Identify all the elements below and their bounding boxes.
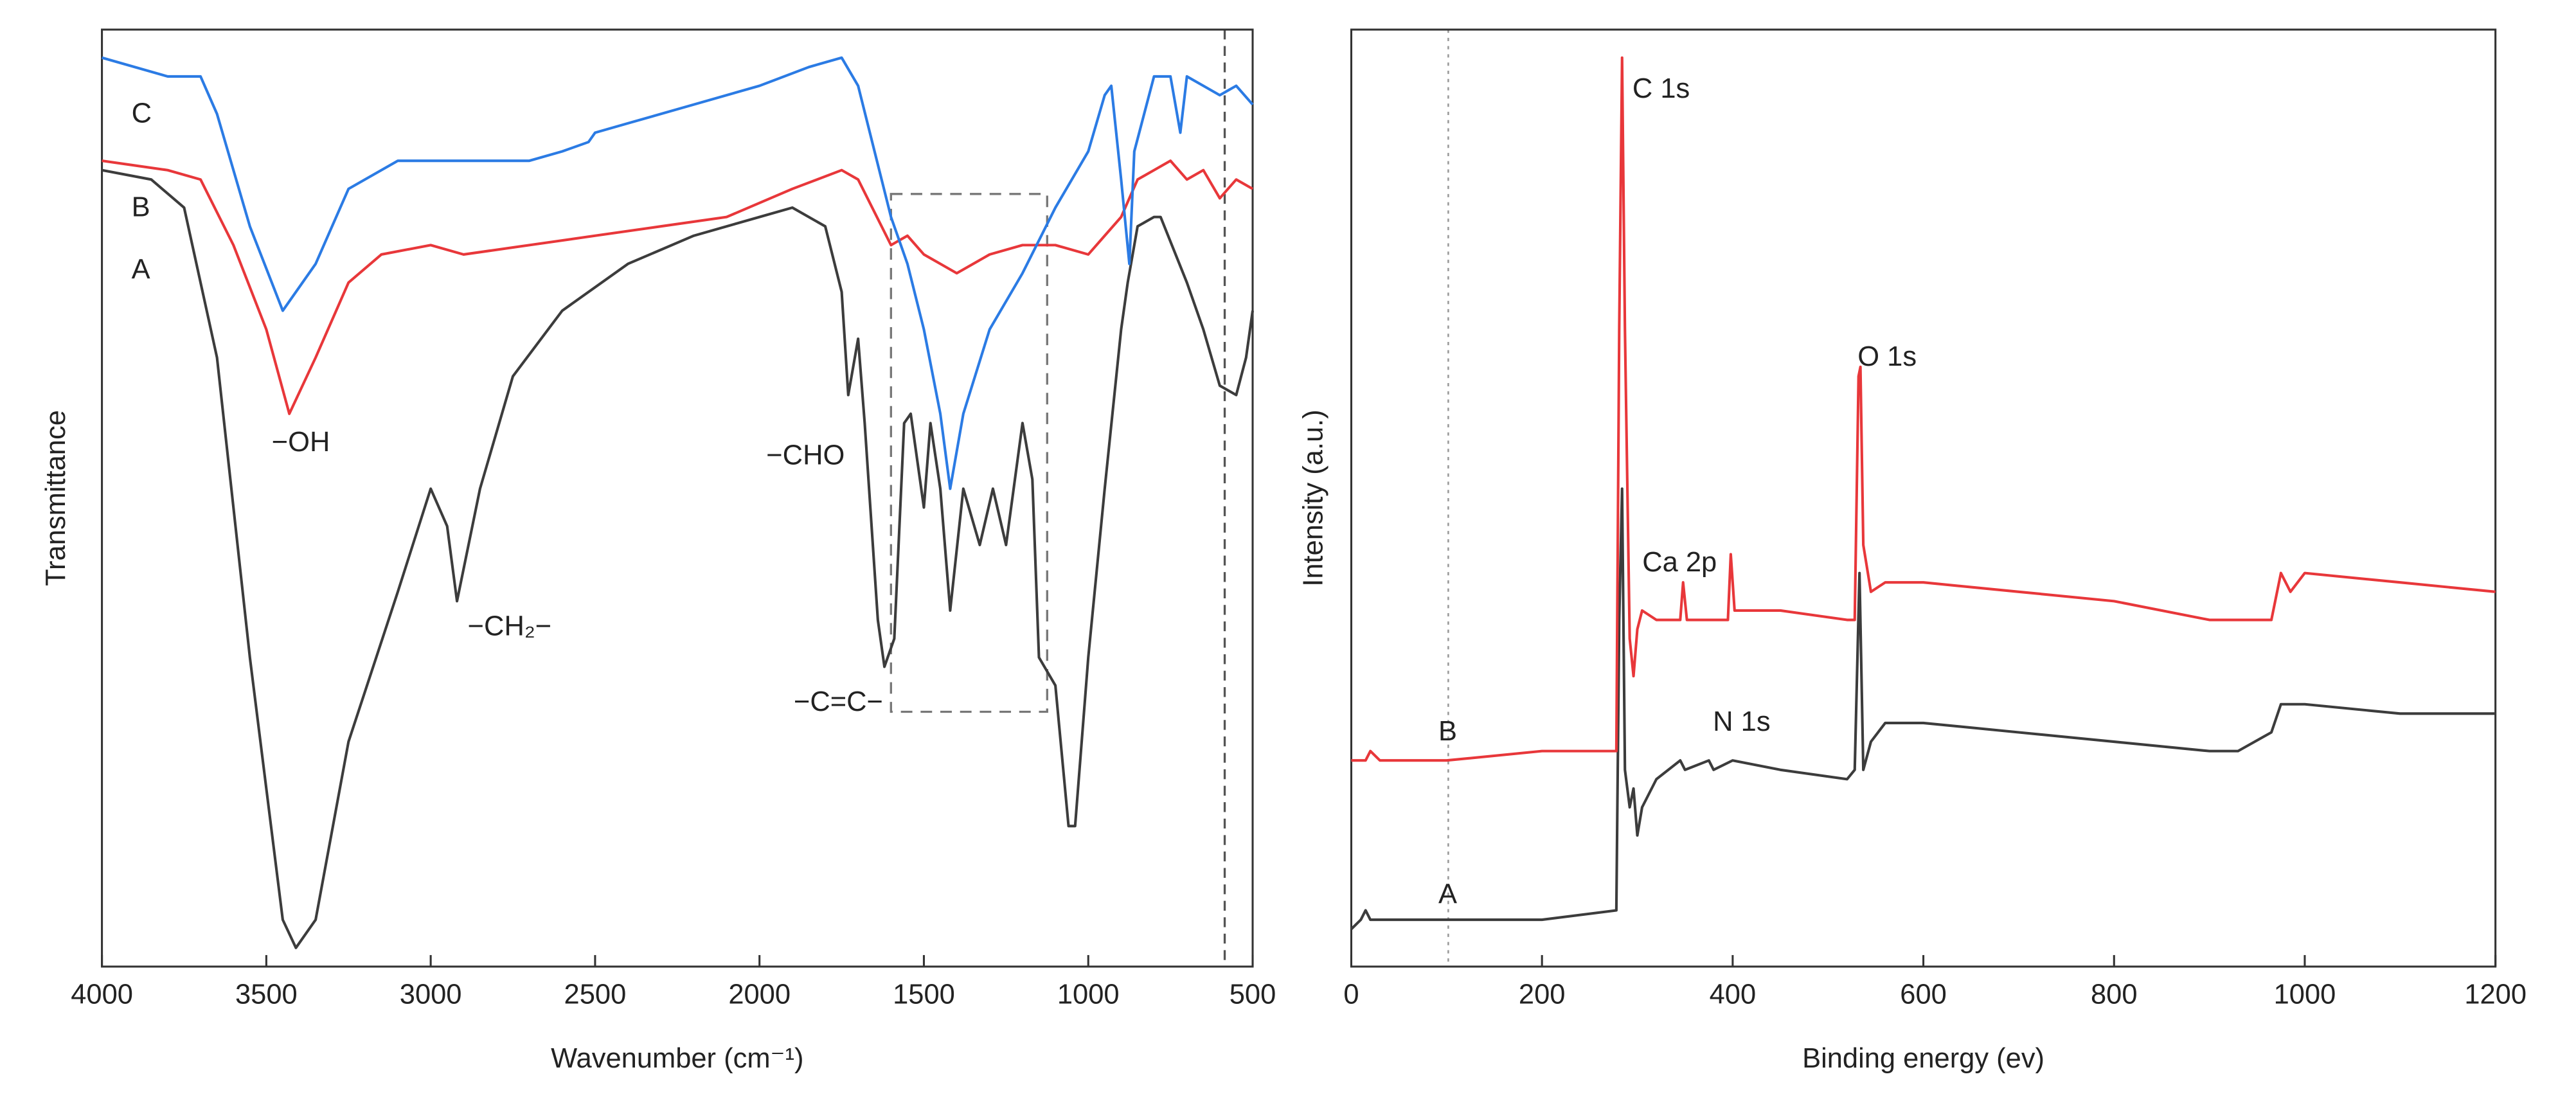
x-axis-title: Binding energy (ev)	[1802, 1043, 2044, 1074]
x-tick-label: 800	[2091, 979, 2138, 1010]
x-tick-label: 1500	[893, 979, 955, 1010]
annotation: Ca 2p	[1642, 547, 1717, 578]
x-tick-label: 1000	[2274, 979, 2336, 1010]
x-tick-label: 500	[1230, 979, 1276, 1010]
series-line	[102, 159, 1254, 415]
x-tick-label: 0	[1343, 979, 1359, 1010]
x-axis-title: Wavenumber (cm⁻¹)	[551, 1043, 803, 1074]
series-label: A	[132, 255, 150, 285]
series-label: A	[1438, 879, 1457, 909]
y-axis-title: Transmittance	[40, 410, 71, 586]
highlight-box	[890, 193, 1048, 713]
x-tick-label: 2500	[564, 979, 627, 1010]
series-label: B	[1438, 716, 1457, 747]
annotation: −C=C−	[794, 686, 883, 717]
annotation: N 1s	[1713, 706, 1770, 737]
annotation: O 1s	[1857, 341, 1917, 372]
series-label: B	[132, 192, 150, 222]
x-tick-label: 4000	[71, 979, 133, 1010]
annotation: −CHO	[766, 440, 845, 471]
series-line	[102, 56, 1254, 490]
x-tick-label: 1200	[2464, 979, 2527, 1010]
y-axis-title: Intensity (a.u.)	[1298, 409, 1329, 586]
series-line	[1350, 487, 2496, 931]
series-line	[102, 168, 1255, 949]
series-line	[1351, 56, 2496, 762]
x-tick-label: 2000	[728, 979, 791, 1010]
annotation: C 1s	[1632, 73, 1690, 104]
x-tick-label: 400	[1710, 979, 1757, 1010]
x-tick-label: 600	[1900, 979, 1947, 1010]
annotation: −OH	[272, 427, 330, 458]
annotation: −CH₂−	[468, 611, 551, 642]
x-tick-label: 3500	[235, 979, 298, 1010]
plot-frame	[101, 28, 1254, 968]
x-tick-label: 1000	[1057, 979, 1120, 1010]
x-tick-label: 200	[1519, 979, 1566, 1010]
x-tick-label: 3000	[400, 979, 462, 1010]
series-label: C	[132, 98, 152, 129]
